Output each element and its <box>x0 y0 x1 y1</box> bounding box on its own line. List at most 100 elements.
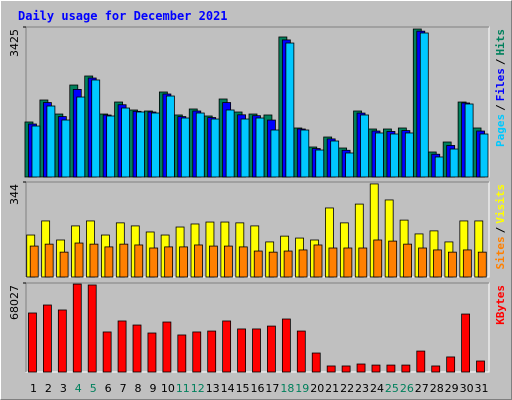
x-tick-label: 11 <box>176 382 190 395</box>
bar <box>119 243 129 278</box>
bar <box>237 328 246 373</box>
bar <box>476 360 485 373</box>
bar <box>255 117 265 178</box>
bar <box>134 244 144 278</box>
x-tick-label: 2 <box>45 382 52 395</box>
bar <box>270 129 280 178</box>
x-tick-label: 27 <box>415 382 429 395</box>
x-tick-label: 22 <box>340 382 354 395</box>
x-tick-label: 29 <box>445 382 459 395</box>
bar <box>74 242 84 278</box>
bar <box>61 119 71 178</box>
bar <box>477 251 487 278</box>
x-tick-label: 20 <box>310 382 324 395</box>
bar <box>356 363 366 373</box>
bar <box>418 247 427 278</box>
bar <box>401 364 411 373</box>
bar <box>151 112 160 178</box>
bar <box>313 244 323 278</box>
bar <box>285 42 295 178</box>
bar <box>464 103 474 178</box>
bar <box>43 304 52 373</box>
bar <box>446 356 456 373</box>
x-tick-label: 25 <box>385 382 399 395</box>
bar <box>132 324 142 373</box>
legend: Pages / Files / Hits <box>494 29 507 147</box>
bar <box>91 79 101 178</box>
bar <box>76 96 86 178</box>
legend-entry: Hits <box>494 29 507 56</box>
bar <box>121 107 130 178</box>
x-tick-label: 4 <box>75 382 82 395</box>
x-tick-label: 28 <box>430 382 444 395</box>
y-tick-label: 344 <box>8 184 21 205</box>
bar <box>177 334 187 373</box>
x-tick-label: 3 <box>60 382 67 395</box>
x-tick-label: 23 <box>355 382 369 395</box>
x-tick-label: 24 <box>370 382 384 395</box>
bar <box>59 251 69 278</box>
bar <box>448 251 457 278</box>
x-tick-label: 5 <box>90 382 97 395</box>
bar <box>162 321 172 373</box>
bar <box>194 244 203 278</box>
bar <box>29 245 39 278</box>
legend-entry: Files <box>494 68 507 101</box>
bar <box>330 140 340 178</box>
bar <box>298 249 308 278</box>
bar <box>462 249 472 278</box>
bar <box>46 105 56 178</box>
bar <box>253 250 263 278</box>
bar <box>373 239 383 278</box>
bar <box>179 246 188 278</box>
bar <box>164 246 174 278</box>
bar <box>240 118 250 178</box>
x-tick-label: 7 <box>120 382 127 395</box>
bar <box>252 328 261 373</box>
legend-entry: KBytes <box>494 285 507 325</box>
bar <box>192 331 202 373</box>
bar <box>222 320 232 373</box>
bar <box>371 364 381 373</box>
legend-entry: Visits <box>494 184 507 224</box>
x-tick-label: 12 <box>191 382 205 395</box>
x-tick-label: 30 <box>460 382 474 395</box>
bar <box>28 312 37 373</box>
bar <box>267 325 276 373</box>
x-tick-label: 31 <box>475 382 489 395</box>
bar <box>283 250 293 278</box>
bar <box>268 251 278 278</box>
bar <box>326 365 336 373</box>
bar <box>419 32 429 178</box>
y-tick-label: 68027 <box>8 285 21 320</box>
bar <box>449 148 459 178</box>
bar <box>416 350 426 373</box>
legend: KBytes <box>494 285 507 325</box>
bar <box>209 245 218 278</box>
bar <box>195 112 205 178</box>
bar <box>345 152 355 178</box>
bar <box>87 284 97 373</box>
bar <box>341 365 351 373</box>
legend-entry: Pages <box>494 114 507 147</box>
bar <box>404 132 414 178</box>
x-tick-label: 21 <box>325 382 339 395</box>
bar <box>165 95 175 178</box>
bar <box>281 318 291 373</box>
legend-separator: / <box>494 58 507 65</box>
x-tick-label: 10 <box>161 382 175 395</box>
y-tick-label: 3425 <box>8 29 21 57</box>
x-tick-label: 8 <box>135 382 142 395</box>
x-tick-label: 14 <box>221 382 235 395</box>
bar <box>479 133 489 178</box>
bar <box>390 133 399 178</box>
x-tick-label: 9 <box>149 382 156 395</box>
bar <box>296 330 306 373</box>
bar <box>386 364 396 373</box>
bar <box>210 118 220 178</box>
legend-separator: / <box>494 226 507 233</box>
bar <box>433 249 442 278</box>
bar <box>388 240 398 278</box>
bar <box>147 332 157 373</box>
bar <box>102 331 112 373</box>
